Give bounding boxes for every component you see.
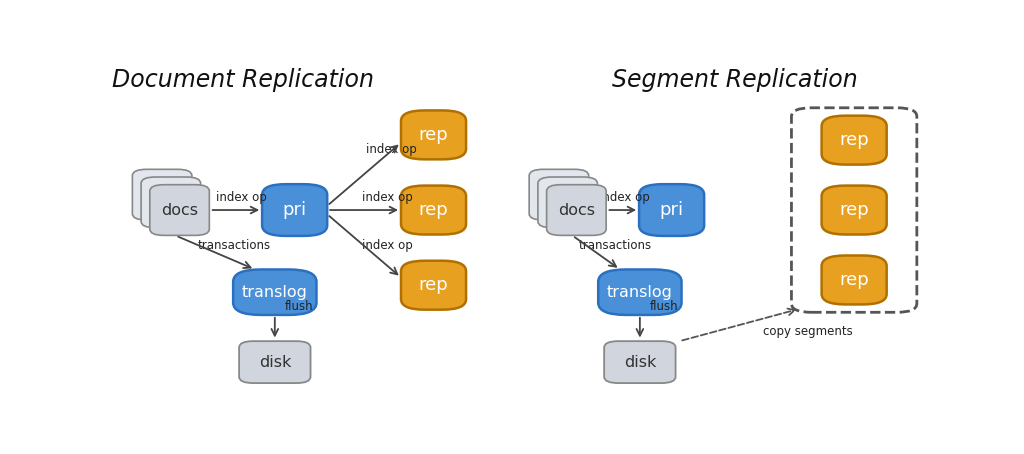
FancyBboxPatch shape <box>598 270 682 315</box>
Text: copy segments: copy segments <box>763 325 853 338</box>
Text: rep: rep <box>419 126 449 144</box>
Text: docs: docs <box>161 202 198 217</box>
FancyBboxPatch shape <box>792 108 916 312</box>
Text: docs: docs <box>558 202 595 217</box>
Text: transactions: transactions <box>198 239 271 252</box>
Text: pri: pri <box>283 201 307 219</box>
FancyBboxPatch shape <box>529 169 589 220</box>
FancyBboxPatch shape <box>639 184 705 236</box>
FancyBboxPatch shape <box>240 341 310 383</box>
FancyBboxPatch shape <box>821 116 887 165</box>
Text: index op: index op <box>362 239 413 252</box>
Text: disk: disk <box>624 355 656 370</box>
Text: rep: rep <box>419 276 449 294</box>
Text: flush: flush <box>649 300 678 313</box>
FancyBboxPatch shape <box>401 110 466 159</box>
Text: translog: translog <box>607 285 673 300</box>
Text: index op: index op <box>367 143 417 156</box>
FancyBboxPatch shape <box>604 341 676 383</box>
Text: transactions: transactions <box>579 239 652 252</box>
FancyBboxPatch shape <box>538 177 597 228</box>
FancyBboxPatch shape <box>821 186 887 235</box>
Text: index op: index op <box>216 191 267 204</box>
Text: disk: disk <box>259 355 291 370</box>
FancyBboxPatch shape <box>141 177 201 228</box>
FancyBboxPatch shape <box>821 256 887 305</box>
Text: Document Replication: Document Replication <box>112 69 374 93</box>
Text: rep: rep <box>840 271 869 289</box>
FancyBboxPatch shape <box>132 169 191 220</box>
Text: flush: flush <box>285 300 313 313</box>
Text: index op: index op <box>599 191 649 204</box>
Text: Segment Replication: Segment Replication <box>612 69 858 93</box>
FancyBboxPatch shape <box>262 184 328 236</box>
FancyBboxPatch shape <box>150 185 209 235</box>
FancyBboxPatch shape <box>401 261 466 310</box>
Text: rep: rep <box>840 131 869 149</box>
Text: pri: pri <box>659 201 684 219</box>
Text: rep: rep <box>419 201 449 219</box>
FancyBboxPatch shape <box>547 185 606 235</box>
Text: translog: translog <box>242 285 308 300</box>
FancyBboxPatch shape <box>233 270 316 315</box>
Text: index op: index op <box>362 191 413 204</box>
Text: rep: rep <box>840 201 869 219</box>
FancyBboxPatch shape <box>401 186 466 235</box>
